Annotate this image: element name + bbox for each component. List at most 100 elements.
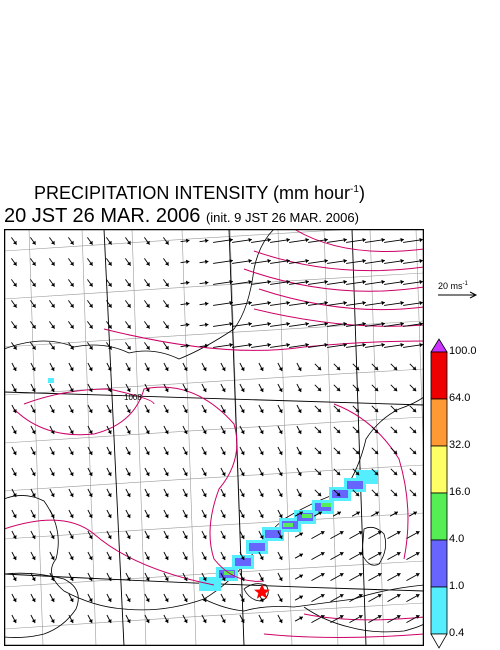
wind-arrow-icon [409, 384, 417, 392]
wind-arrow-icon [87, 572, 93, 582]
wind-arrow-icon [87, 614, 93, 624]
wind-arrow-icon [87, 530, 93, 540]
wind-arrow-icon [201, 425, 207, 435]
coastline [4, 229, 424, 638]
grid-parallel [4, 229, 361, 252]
wind-arrow-icon [11, 258, 17, 266]
isobar-line [243, 268, 424, 292]
wind-arrow-icon [327, 321, 347, 327]
wind-arrow-icon [258, 488, 264, 498]
wind-arrow-icon [30, 467, 36, 477]
wind-arrow-icon [125, 258, 131, 266]
wind-arrow-icon [144, 237, 150, 245]
wind-arrow-icon [87, 362, 93, 372]
wind-arrow-icon [49, 551, 55, 561]
wind-arrow-icon [349, 530, 363, 540]
colorbar-segment [430, 351, 448, 400]
wind-arrow-icon [258, 404, 264, 414]
wind-arrow-icon [68, 593, 74, 603]
wind-arrow-icon [125, 593, 131, 603]
wind-arrow-icon [106, 237, 112, 245]
wind-arrow-icon [384, 237, 404, 243]
wind-arrow-icon [68, 404, 74, 414]
wind-arrow-icon [11, 362, 17, 372]
wind-arrow-icon [144, 551, 150, 561]
wind-arrow-icon [106, 572, 112, 582]
wind-arrow-icon [11, 300, 17, 308]
wind-arrow-icon [68, 279, 74, 287]
wind-arrow-icon [406, 572, 420, 582]
wind-arrow-icon [368, 572, 382, 582]
wind-arrow-icon [333, 447, 341, 455]
wind-arrow-icon [68, 446, 74, 456]
wind-arrow-icon [333, 489, 341, 497]
wind-arrow-icon [327, 237, 347, 243]
wind-arrow-icon [163, 342, 169, 350]
wind-arrow-icon [389, 511, 399, 517]
wind-arrow-icon [294, 511, 304, 517]
wind-arrow-icon [346, 237, 366, 243]
wind-arrow-icon [289, 321, 309, 327]
map-frame [4, 229, 424, 646]
wind-arrow-icon [239, 614, 245, 624]
wind-arrow-icon [409, 447, 417, 455]
colorbar-segment [430, 492, 448, 541]
wind-arrow-icon [163, 279, 169, 287]
wind-arrow-icon [406, 593, 420, 603]
wind-arrow-icon [352, 447, 360, 455]
wind-arrow-icon [311, 614, 325, 624]
wind-arrow-icon [106, 425, 112, 435]
wind-arrow-icon [201, 614, 207, 624]
wind-arrow-icon [87, 404, 93, 414]
wind-arrow-icon [182, 488, 188, 498]
wind-arrow-icon [258, 509, 264, 519]
wind-arrow-icon [106, 488, 112, 498]
wind-arrow-icon [277, 572, 283, 582]
wind-arrow-icon [330, 614, 344, 624]
wind-arrow-icon [213, 237, 233, 243]
wind-arrow-icon [220, 446, 226, 456]
wind-arrow-icon [333, 426, 341, 434]
wind-arrow-icon [258, 383, 264, 393]
colorbar-level-label: 64.0 [449, 392, 471, 404]
wind-arrow-icon [182, 467, 188, 477]
wind-arrow-icon [403, 321, 423, 327]
wind-arrow-icon [314, 489, 322, 497]
grid-parallel [4, 512, 424, 540]
wind-arrow-icon [406, 551, 420, 561]
wind-arrow-icon [409, 426, 417, 434]
wind-arrow-icon [87, 342, 93, 350]
wind-arrow-icon [308, 237, 328, 243]
wind-arrow-icon [387, 614, 401, 624]
wind-arrow-icon [258, 551, 264, 561]
wind-scale-text: 20 ms [438, 281, 463, 291]
wind-arrow-icon [125, 488, 131, 498]
wind-arrow-icon [258, 572, 264, 582]
wind-arrow-icon [239, 404, 245, 414]
coastline-segment [303, 606, 424, 633]
colorbar [430, 338, 448, 649]
wind-arrow-icon [314, 363, 322, 371]
wind-arrow-icon [351, 511, 361, 517]
wind-arrow-icon [68, 509, 74, 519]
wind-arrow-icon [87, 446, 93, 456]
wind-arrow-icon [30, 342, 36, 350]
wind-arrow-icon [49, 237, 55, 245]
colorbar-top-triangle [430, 338, 448, 353]
wind-arrow-icon [163, 614, 169, 624]
isobar-line [263, 633, 424, 638]
wind-arrow-icon [11, 383, 17, 393]
wind-arrow-icon [294, 553, 304, 559]
grid-meridian [323, 229, 339, 646]
wind-arrow-icon [68, 530, 74, 540]
wind-arrow-icon [289, 258, 309, 264]
wind-arrow-icon [49, 488, 55, 498]
wind-arrow-icon [182, 446, 188, 456]
wind-arrow-icon [220, 572, 226, 582]
wind-arrow-icon [352, 468, 360, 476]
title-text: PRECIPITATION INTENSITY (mm hour [34, 183, 351, 203]
wind-arrow-icon [258, 425, 264, 435]
wind-arrow-icon [370, 511, 380, 517]
wind-arrow-icon [49, 593, 55, 603]
wind-arrow-icon [239, 425, 245, 435]
